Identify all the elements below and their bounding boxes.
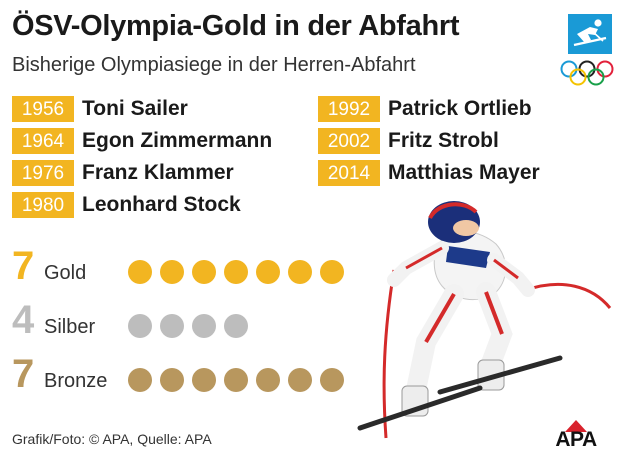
- medal-count: 4: [12, 298, 35, 342]
- medal-dot: [160, 260, 184, 284]
- medal-row-bronze: 7 Bronze: [12, 354, 352, 394]
- winner-entry: 1976 Franz Klammer: [12, 160, 234, 186]
- olympic-rings-icon: [559, 60, 615, 86]
- medal-dot: [160, 368, 184, 392]
- winner-name: Egon Zimmermann: [82, 129, 273, 152]
- medal-dot: [224, 368, 248, 392]
- winner-year: 1980: [12, 192, 74, 218]
- medal-dot: [256, 368, 280, 392]
- downhill-skiing-pictogram-icon: [568, 14, 612, 54]
- winner-name: Fritz Strobl: [388, 129, 499, 152]
- apa-logo-text: APA: [555, 428, 597, 451]
- medal-dot: [192, 368, 216, 392]
- medal-label: Silber: [44, 316, 96, 338]
- medal-count: 7: [12, 352, 35, 396]
- winner-name: Franz Klammer: [82, 161, 234, 184]
- winner-year: 1964: [12, 128, 74, 154]
- medal-count: 7: [12, 244, 35, 288]
- medal-dots: [128, 260, 352, 284]
- winner-year: 1956: [12, 96, 74, 122]
- winner-entry: 2002 Fritz Strobl: [318, 128, 499, 154]
- medal-dots: [128, 314, 256, 338]
- apa-logo-icon: APA: [543, 420, 609, 450]
- medal-dot: [192, 260, 216, 284]
- winner-entry: 1992 Patrick Ortlieb: [318, 96, 532, 122]
- medal-label: Bronze: [44, 370, 108, 392]
- medal-dot: [128, 260, 152, 284]
- medal-dot: [320, 260, 344, 284]
- winner-name: Leonhard Stock: [82, 193, 241, 216]
- medal-dot: [128, 368, 152, 392]
- winner-name: Patrick Ortlieb: [388, 97, 532, 120]
- winner-entry: 1964 Egon Zimmermann: [12, 128, 272, 154]
- credit-line: Grafik/Foto: © APA, Quelle: APA: [12, 431, 212, 447]
- winner-name: Matthias Mayer: [388, 161, 540, 184]
- medal-dot: [288, 260, 312, 284]
- medal-dot: [256, 260, 280, 284]
- medal-row-gold: 7 Gold: [12, 246, 352, 286]
- medal-row-silver: 4 Silber: [12, 300, 256, 340]
- medal-dot: [128, 314, 152, 338]
- medal-dot: [160, 314, 184, 338]
- skier-photo: [330, 182, 620, 444]
- medal-dot: [224, 314, 248, 338]
- medal-dot: [288, 368, 312, 392]
- winner-year: 1992: [318, 96, 380, 122]
- winner-entry: 1956 Toni Sailer: [12, 96, 188, 122]
- page-title: ÖSV-Olympia-Gold in der Abfahrt: [12, 10, 460, 42]
- winner-year: 2002: [318, 128, 380, 154]
- winner-name: Toni Sailer: [82, 97, 188, 120]
- page-subtitle: Bisherige Olympiasiege in der Herren-Abf…: [12, 54, 416, 76]
- medal-dot: [320, 368, 344, 392]
- medal-dot: [192, 314, 216, 338]
- winner-entry: 2014 Matthias Mayer: [318, 160, 540, 186]
- winner-year: 1976: [12, 160, 74, 186]
- medal-label: Gold: [44, 262, 87, 284]
- winner-year: 2014: [318, 160, 380, 186]
- medal-dots: [128, 368, 352, 392]
- medal-dot: [224, 260, 248, 284]
- winner-entry: 1980 Leonhard Stock: [12, 192, 241, 218]
